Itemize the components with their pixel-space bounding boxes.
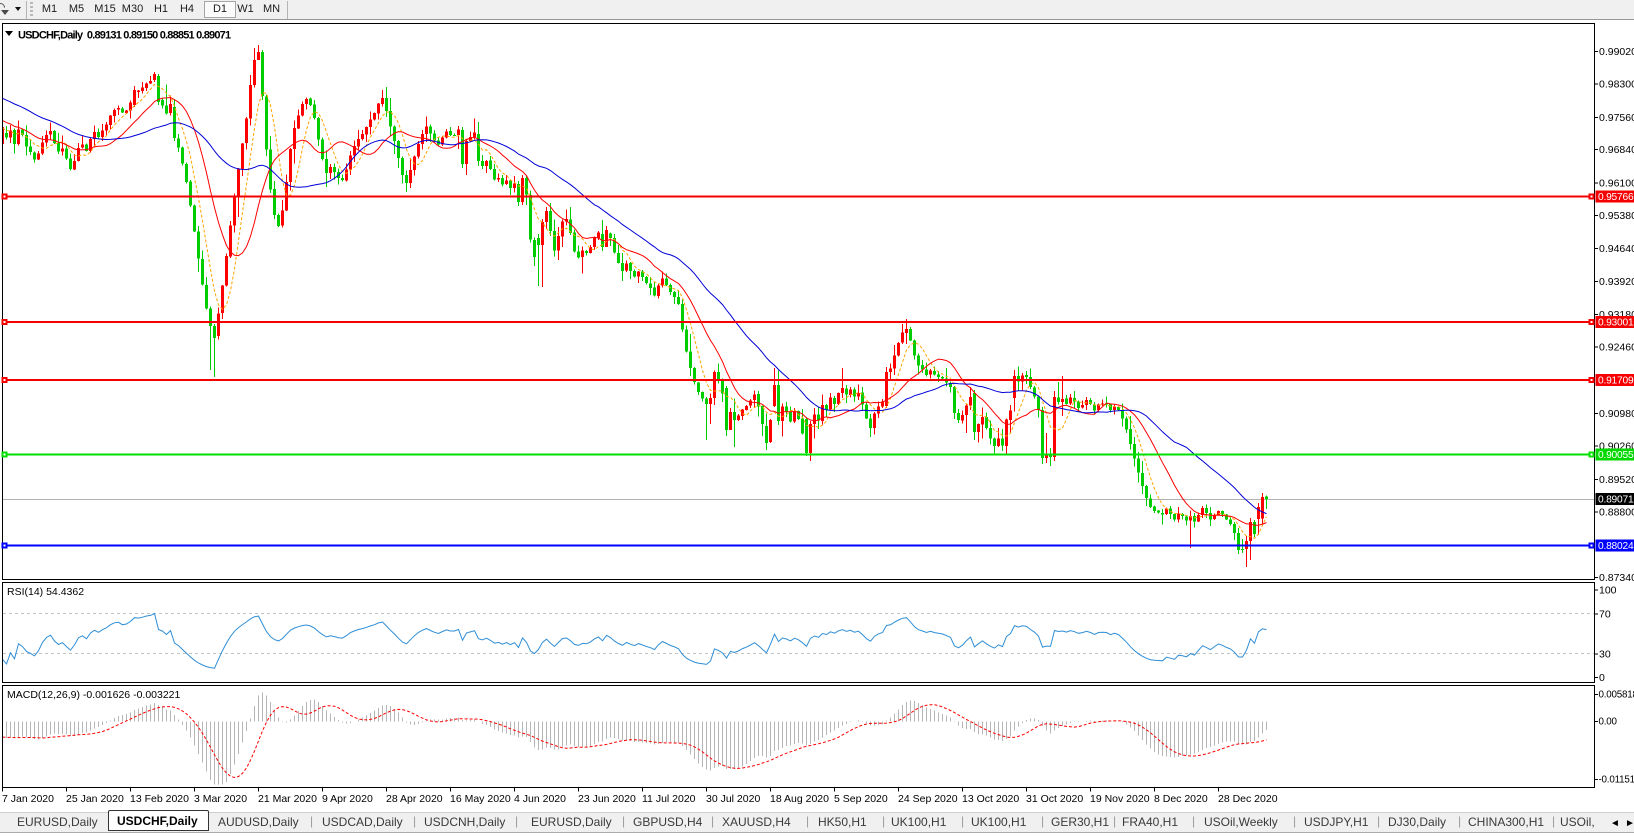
- svg-text:0.95380: 0.95380: [1599, 210, 1634, 222]
- svg-text:13 Feb 2020: 13 Feb 2020: [130, 793, 189, 805]
- svg-text:3 Mar 2020: 3 Mar 2020: [194, 793, 247, 805]
- svg-text:16 May 2020: 16 May 2020: [450, 793, 511, 805]
- svg-text:8 Dec 2020: 8 Dec 2020: [1154, 793, 1208, 805]
- svg-text:4 Jun 2020: 4 Jun 2020: [514, 793, 566, 805]
- svg-text:0.93001: 0.93001: [1598, 318, 1634, 329]
- svg-text:70: 70: [1599, 608, 1611, 620]
- svg-text:0.00: 0.00: [1599, 717, 1618, 728]
- svg-text:0.005818: 0.005818: [1599, 690, 1634, 701]
- svg-text:0.95766: 0.95766: [1598, 192, 1634, 203]
- svg-text:28 Apr 2020: 28 Apr 2020: [386, 793, 443, 805]
- svg-text:25 Jan 2020: 25 Jan 2020: [66, 793, 124, 805]
- svg-text:0.89071: 0.89071: [1598, 495, 1634, 506]
- svg-text:28 Dec 2020: 28 Dec 2020: [1218, 793, 1278, 805]
- svg-text:USDCHF,Daily 0.89131 0.89150: USDCHF,Daily 0.89131 0.89150 0.88851 0.8…: [18, 30, 231, 42]
- svg-text:9 Apr 2020: 9 Apr 2020: [322, 793, 373, 805]
- svg-text:0.90980: 0.90980: [1599, 408, 1634, 420]
- svg-text:5 Sep 2020: 5 Sep 2020: [834, 793, 888, 805]
- svg-text:0.92460: 0.92460: [1599, 341, 1634, 353]
- svg-text:0.99020: 0.99020: [1599, 46, 1634, 58]
- svg-text:7 Jan 2020: 7 Jan 2020: [2, 793, 54, 805]
- svg-text:0.91709: 0.91709: [1598, 376, 1634, 387]
- svg-text:13 Oct 2020: 13 Oct 2020: [962, 793, 1019, 805]
- svg-text:30 Jul 2020: 30 Jul 2020: [706, 793, 760, 805]
- svg-text:100: 100: [1599, 584, 1617, 596]
- svg-text:19 Nov 2020: 19 Nov 2020: [1090, 793, 1150, 805]
- svg-text:31 Oct 2020: 31 Oct 2020: [1026, 793, 1083, 805]
- svg-text:0.93920: 0.93920: [1599, 276, 1634, 288]
- svg-text:24 Sep 2020: 24 Sep 2020: [898, 793, 958, 805]
- svg-text:0.94640: 0.94640: [1599, 243, 1634, 255]
- svg-text:23 Jun 2020: 23 Jun 2020: [578, 793, 636, 805]
- svg-text:0.98300: 0.98300: [1599, 78, 1634, 90]
- svg-text:0.96100: 0.96100: [1599, 177, 1634, 189]
- svg-text:0.88024: 0.88024: [1598, 541, 1634, 552]
- svg-text:0.89520: 0.89520: [1599, 474, 1634, 486]
- svg-text:11 Jul 2020: 11 Jul 2020: [642, 793, 696, 805]
- svg-text:21 Mar 2020: 21 Mar 2020: [258, 793, 317, 805]
- svg-text:0.88800: 0.88800: [1599, 506, 1634, 518]
- svg-text:0.87340: 0.87340: [1599, 572, 1634, 584]
- svg-text:0.90055: 0.90055: [1598, 450, 1634, 461]
- svg-text:RSI(14) 54.4362: RSI(14) 54.4362: [7, 586, 84, 598]
- svg-text:0: 0: [1599, 672, 1605, 684]
- svg-text:0.97560: 0.97560: [1599, 112, 1634, 124]
- svg-text:0.96840: 0.96840: [1599, 144, 1634, 156]
- svg-text:30: 30: [1599, 648, 1611, 660]
- svg-text:MACD(12,26,9) -0.001626 -0.003: MACD(12,26,9) -0.001626 -0.003221: [7, 689, 181, 701]
- svg-text:18 Aug 2020: 18 Aug 2020: [770, 793, 829, 805]
- svg-text:-0.01151: -0.01151: [1599, 775, 1634, 786]
